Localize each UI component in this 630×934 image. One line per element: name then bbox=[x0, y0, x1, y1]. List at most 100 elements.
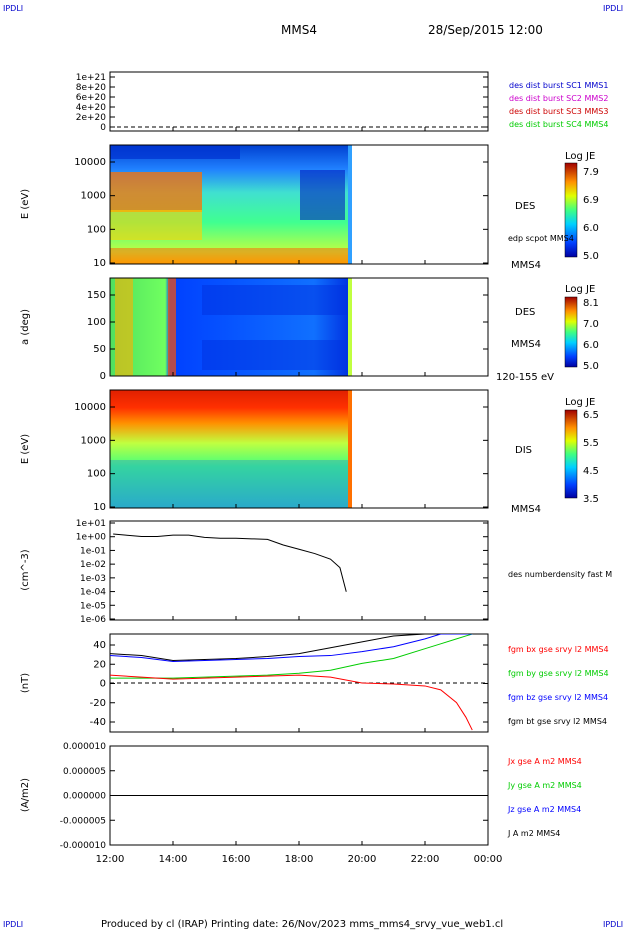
current-y-tick: -0.000005 bbox=[60, 816, 106, 826]
density-y-tick: 1e-02 bbox=[80, 560, 106, 570]
burst-y-tick: 1e+21 bbox=[76, 73, 106, 83]
current-legend-item: J A m2 MMS4 bbox=[507, 829, 560, 838]
colorbar-tick: 6.0 bbox=[583, 223, 599, 234]
energy-range-label: 120-155 eV bbox=[496, 372, 554, 383]
des-energy-cold-band bbox=[110, 145, 240, 159]
colorbar-tick: 7.0 bbox=[583, 319, 599, 330]
x-tick-label: 20:00 bbox=[348, 854, 377, 865]
corner-label-bottom-left: IPDLI bbox=[3, 920, 24, 929]
x-tick-label: 14:00 bbox=[159, 854, 188, 865]
des-energy-y-tick: 10 bbox=[93, 258, 106, 269]
spacecraft-title: MMS4 bbox=[281, 23, 317, 37]
current-y-tick: -0.000010 bbox=[60, 841, 106, 851]
bfield-line bbox=[110, 634, 473, 679]
des-energy-y-label: E (eV) bbox=[20, 189, 31, 219]
pitch-y-tick: 100 bbox=[87, 317, 106, 328]
density-y-tick: 1e-06 bbox=[80, 615, 106, 625]
burst-y-tick: 8e+20 bbox=[76, 83, 107, 93]
density-y-label: (cm^-3) bbox=[20, 549, 31, 590]
current-y-tick: 0.000000 bbox=[63, 792, 106, 802]
dis-energy-spectrogram bbox=[110, 390, 350, 508]
burst-y-tick: 2e+20 bbox=[76, 113, 107, 123]
current-legend-item: Jy gse A m2 MMS4 bbox=[507, 781, 582, 790]
des-label: DES bbox=[515, 201, 535, 212]
x-tick-label: 00:00 bbox=[474, 854, 503, 865]
bfield-y-tick: 20 bbox=[93, 659, 106, 670]
des-energy-y-tick: 10000 bbox=[74, 157, 106, 168]
density-line bbox=[113, 533, 347, 592]
footer-credit: Produced by cl (IRAP) Printing date: 26/… bbox=[101, 919, 504, 930]
bfield-y-tick: -40 bbox=[90, 717, 106, 728]
burst-legend-item: des dist burst SC1 MMS1 bbox=[509, 81, 608, 90]
dis-energy-colorbar bbox=[564, 409, 578, 499]
dis-energy-y-label: E (eV) bbox=[20, 434, 31, 464]
des-energy-low-band bbox=[110, 248, 350, 264]
current-y-label: (A/m2) bbox=[20, 778, 31, 812]
des-energy-hot-band bbox=[110, 172, 202, 212]
bfield-legend-item: fgm bt gse srvy l2 MMS4 bbox=[508, 717, 607, 726]
panel-des-energy bbox=[109, 144, 578, 265]
pitch-edge bbox=[348, 278, 352, 376]
pitch-y-tick: 150 bbox=[87, 290, 106, 301]
panel-burst-frame bbox=[109, 71, 489, 132]
x-tick-label: 18:00 bbox=[285, 854, 314, 865]
pitch-upper-band bbox=[202, 285, 347, 315]
colorbar-tick: 5.5 bbox=[583, 438, 599, 449]
colorbar-tick: 7.9 bbox=[583, 167, 599, 178]
panel-des-pitch bbox=[109, 277, 578, 377]
des-energy-edge bbox=[348, 145, 352, 264]
dis-energy-edge bbox=[348, 390, 352, 508]
bfield-y-tick: 0 bbox=[100, 679, 106, 690]
x-tick-label: 12:00 bbox=[96, 854, 125, 865]
des-energy-late-band bbox=[300, 170, 345, 220]
colorbar-tick: 6.0 bbox=[583, 340, 599, 351]
density-y-tick: 1e-01 bbox=[80, 546, 106, 556]
bfield-legend-item: fgm by gse srvy l2 MMS4 bbox=[508, 669, 609, 678]
corner-label-top-left: IPDLI bbox=[3, 4, 24, 13]
colorbar-title: Log JE bbox=[565, 151, 595, 162]
burst-y-tick: 6e+20 bbox=[76, 93, 107, 103]
des-label: DES bbox=[515, 307, 535, 318]
colorbar-title: Log JE bbox=[565, 284, 595, 295]
colorbar-tick: 3.5 bbox=[583, 494, 599, 505]
des-energy-warm-band bbox=[110, 210, 202, 240]
burst-legend-item: des dist burst SC4 MMS4 bbox=[509, 120, 608, 129]
burst-legend-item: des dist burst SC2 MMS2 bbox=[509, 94, 608, 103]
bfield-line bbox=[110, 634, 473, 662]
corner-label-top-right: IPDLI bbox=[603, 4, 624, 13]
bfield-y-label: (nT) bbox=[20, 673, 31, 693]
bfield-legend-item: fgm bx gse srvy l2 MMS4 bbox=[508, 645, 609, 654]
colorbar-title: Log JE bbox=[565, 397, 595, 408]
current-legend-item: Jx gse A m2 MMS4 bbox=[507, 757, 582, 766]
spacecraft-label: MMS4 bbox=[511, 339, 541, 350]
dis-label: DIS bbox=[515, 445, 532, 456]
bfield-line bbox=[110, 674, 473, 731]
colorbar-tick: 6.5 bbox=[583, 410, 599, 421]
density-y-tick: 1e+00 bbox=[76, 533, 107, 543]
dis-energy-y-tick: 10000 bbox=[74, 402, 106, 413]
scpot-label: edp scpot MMS4 bbox=[508, 234, 574, 243]
burst-legend-item: des dist burst SC3 MMS3 bbox=[509, 107, 608, 116]
dis-energy-y-tick: 1000 bbox=[81, 435, 106, 446]
bfield-y-tick: 40 bbox=[93, 640, 106, 651]
panel-dis-energy bbox=[109, 389, 578, 509]
des-energy-y-tick: 100 bbox=[87, 224, 106, 235]
pitch-stripe-2 bbox=[168, 278, 176, 376]
panel-burst bbox=[109, 71, 489, 132]
dis-energy-low-band bbox=[110, 460, 350, 508]
x-tick-label: 22:00 bbox=[411, 854, 440, 865]
corner-label-bottom-right: IPDLI bbox=[603, 920, 624, 929]
colorbar-tick: 4.5 bbox=[583, 466, 599, 477]
current-y-tick: 0.000010 bbox=[63, 742, 106, 752]
bfield-y-tick: -20 bbox=[90, 698, 106, 709]
burst-y-tick: 4e+20 bbox=[76, 103, 107, 113]
pitch-colorbar bbox=[564, 296, 578, 368]
panel-density bbox=[109, 520, 489, 621]
pitch-lower-band bbox=[202, 340, 347, 370]
panel-magnetic-field bbox=[109, 633, 489, 733]
density-y-tick: 1e-04 bbox=[80, 588, 106, 598]
spacecraft-label: MMS4 bbox=[511, 504, 541, 515]
pitch-y-tick: 50 bbox=[93, 344, 106, 355]
bfield-line bbox=[110, 634, 473, 661]
